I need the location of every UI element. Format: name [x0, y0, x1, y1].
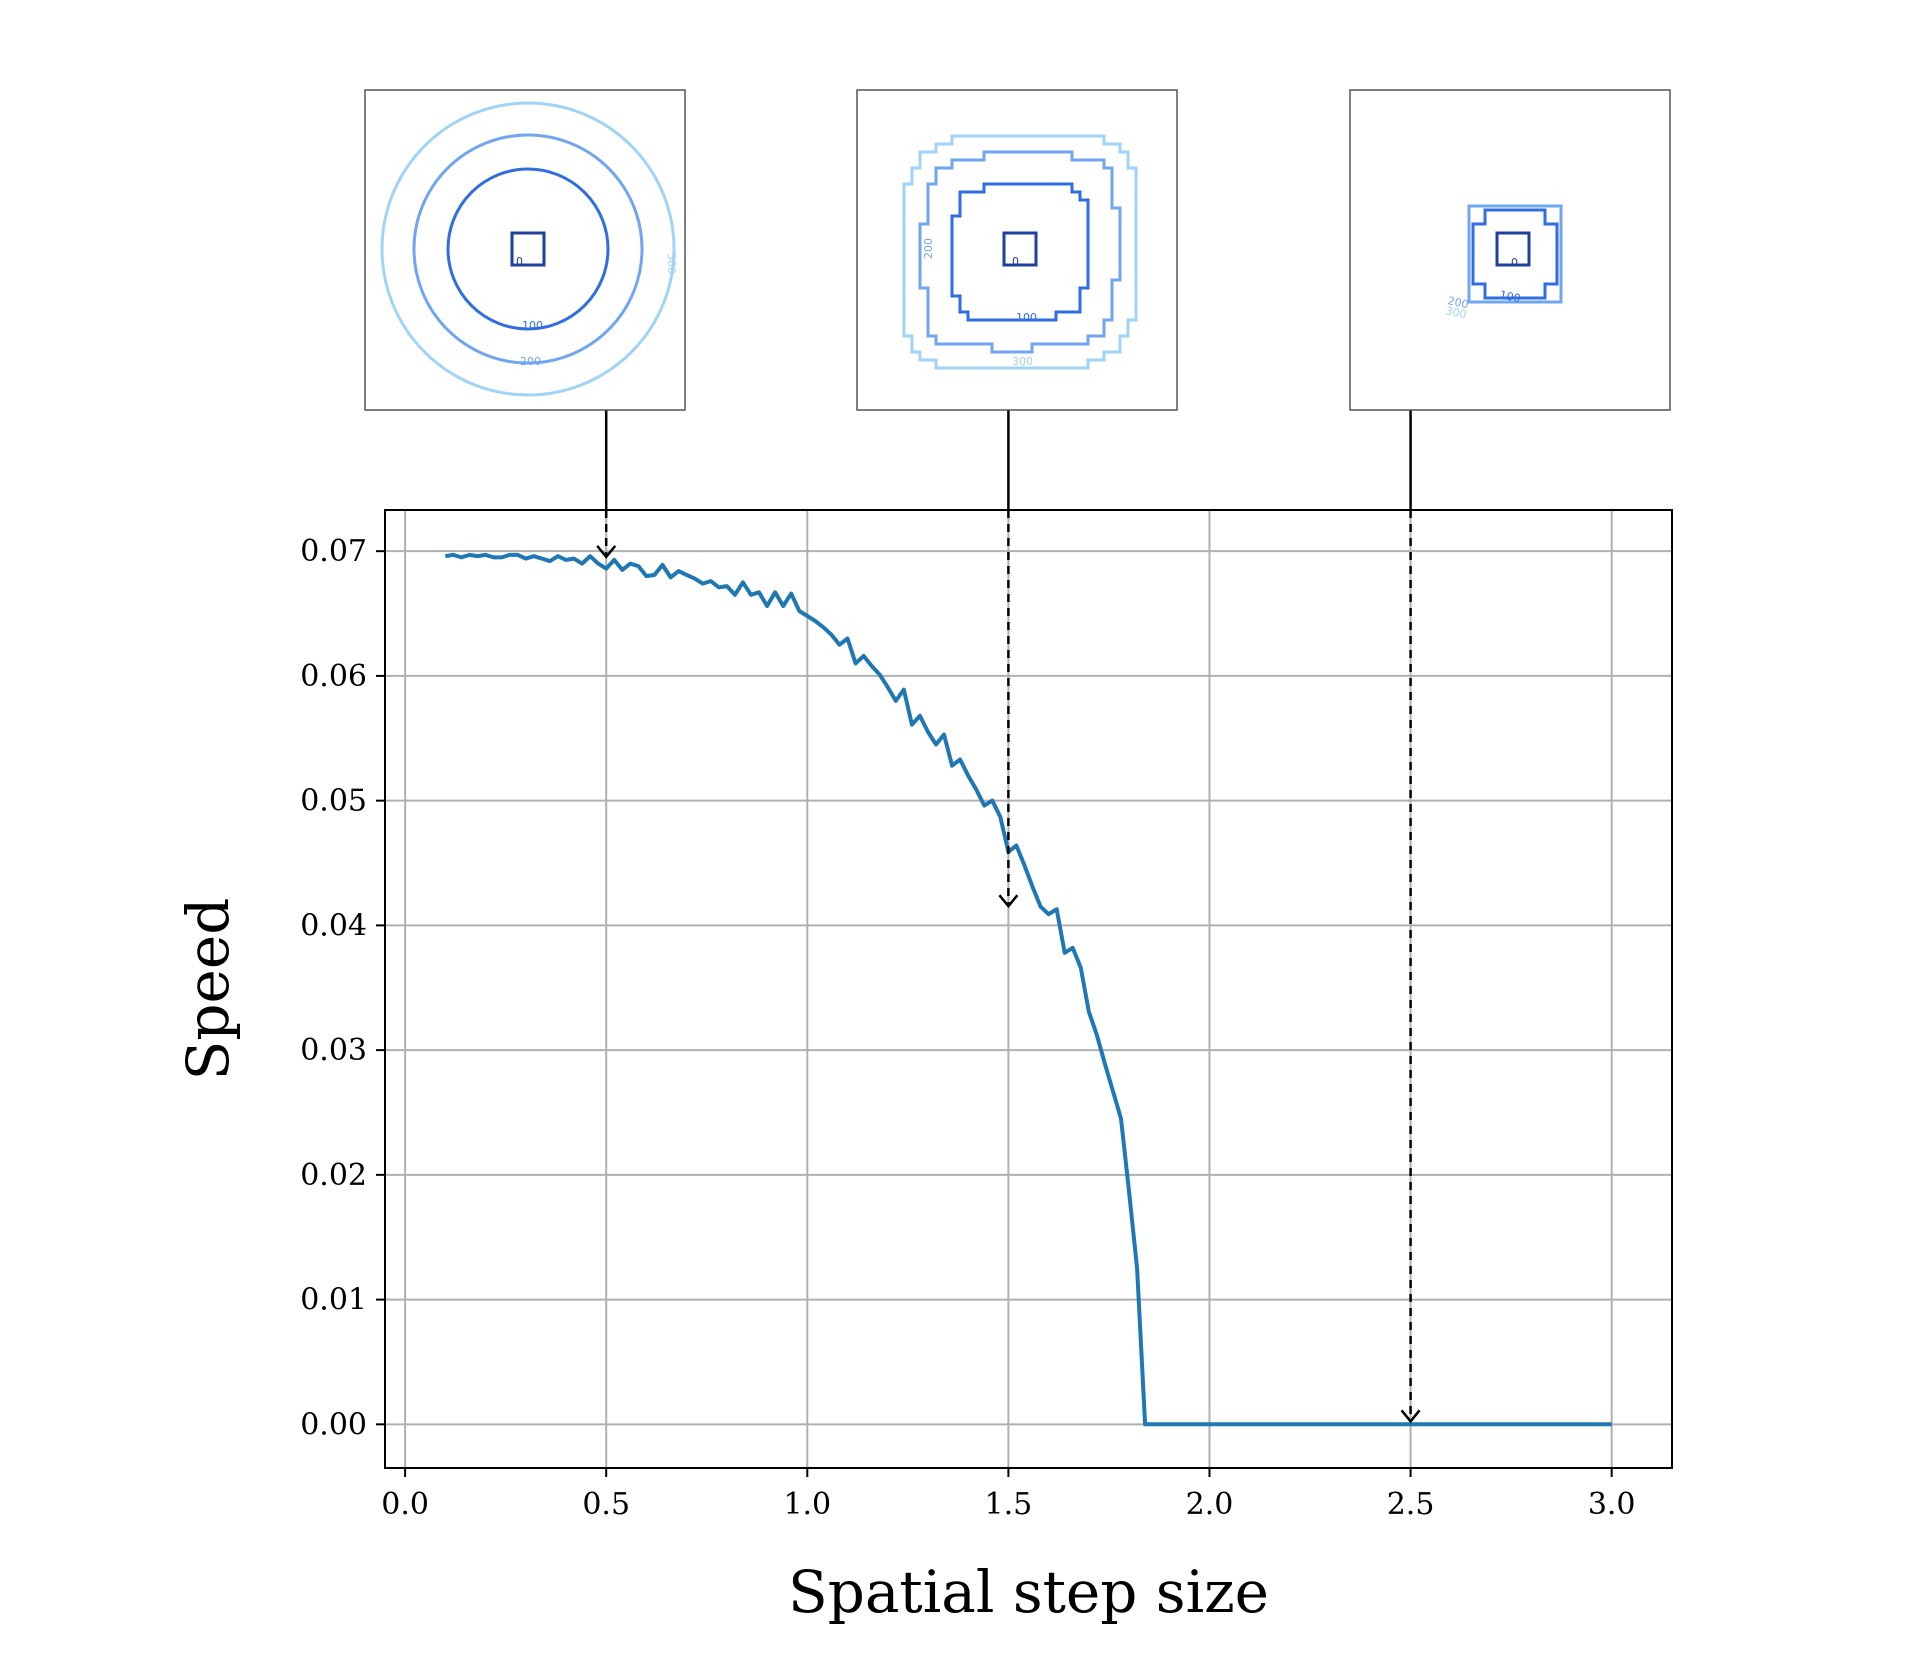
contour-label: 100	[1498, 288, 1521, 305]
contour-2	[412, 133, 644, 365]
x-tick-label: 1.5	[985, 1487, 1033, 1522]
y-tick-label: 0.00	[300, 1407, 367, 1442]
contour-label: 200	[922, 238, 935, 259]
plot-area-frame	[384, 509, 1673, 1469]
contour-3	[380, 101, 676, 397]
x-tick-label: 1.0	[783, 1487, 831, 1522]
contour-0	[510, 231, 546, 267]
connector-arrowhead	[596, 545, 617, 559]
y-tick-label: 0.02	[300, 1158, 367, 1193]
x-axis-ticks: 0.0 0.5 1.0 1.5 2.0 2.5 3.0	[381, 1468, 1636, 1522]
x-axis-label: Spatial step size	[788, 1558, 1269, 1626]
contour-1	[950, 182, 1090, 322]
contour-label: 0	[1511, 256, 1518, 269]
contour-2	[918, 150, 1122, 354]
contour-label: 100	[1016, 311, 1037, 324]
x-tick-label: 3.0	[1588, 1487, 1636, 1522]
contour-1	[446, 167, 610, 331]
y-tick-label: 0.06	[300, 659, 367, 694]
contour-label: 300	[665, 253, 678, 274]
contour-3	[1467, 204, 1563, 304]
grid	[385, 510, 1672, 1468]
y-axis-ticks: 0.00 0.01 0.02 0.03 0.04 0.05 0.06 0.07	[300, 534, 385, 1442]
x-tick-label: 2.5	[1387, 1487, 1435, 1522]
inset-2: 0 100 200 300	[856, 89, 1178, 411]
connector-arrowhead	[1400, 1409, 1421, 1424]
contour-3	[902, 134, 1138, 370]
inset-frame	[856, 89, 1178, 411]
x-tick-label: 0.5	[582, 1487, 630, 1522]
contour-label: 300	[1444, 304, 1467, 321]
y-tick-label: 0.01	[300, 1283, 367, 1318]
inset-1: 0 100 200 300	[364, 89, 686, 411]
contour-label: 100	[522, 319, 543, 332]
contour-label: 300	[1012, 355, 1033, 368]
annotations	[596, 410, 1421, 1424]
inset-frame	[1349, 89, 1671, 411]
contour-label: 200	[1446, 294, 1469, 311]
connector-arrowhead	[998, 894, 1019, 909]
y-tick-label: 0.04	[300, 908, 367, 943]
contour-1	[1471, 208, 1559, 300]
x-tick-label: 2.0	[1186, 1487, 1234, 1522]
y-tick-label: 0.07	[300, 534, 367, 569]
y-tick-label: 0.05	[300, 784, 367, 819]
contour-label: 200	[520, 355, 541, 368]
contour-0	[1495, 231, 1531, 267]
contour-label: 0	[516, 255, 523, 268]
inset-frame	[364, 89, 686, 411]
y-tick-label: 0.03	[300, 1033, 367, 1068]
speed-series	[444, 552, 1612, 1427]
x-tick-label: 0.0	[381, 1487, 429, 1522]
speed-line	[444, 552, 1612, 1427]
contour-0	[1002, 231, 1038, 267]
contour-label: 0	[1012, 255, 1019, 268]
y-axis-label: Speed	[174, 898, 242, 1081]
